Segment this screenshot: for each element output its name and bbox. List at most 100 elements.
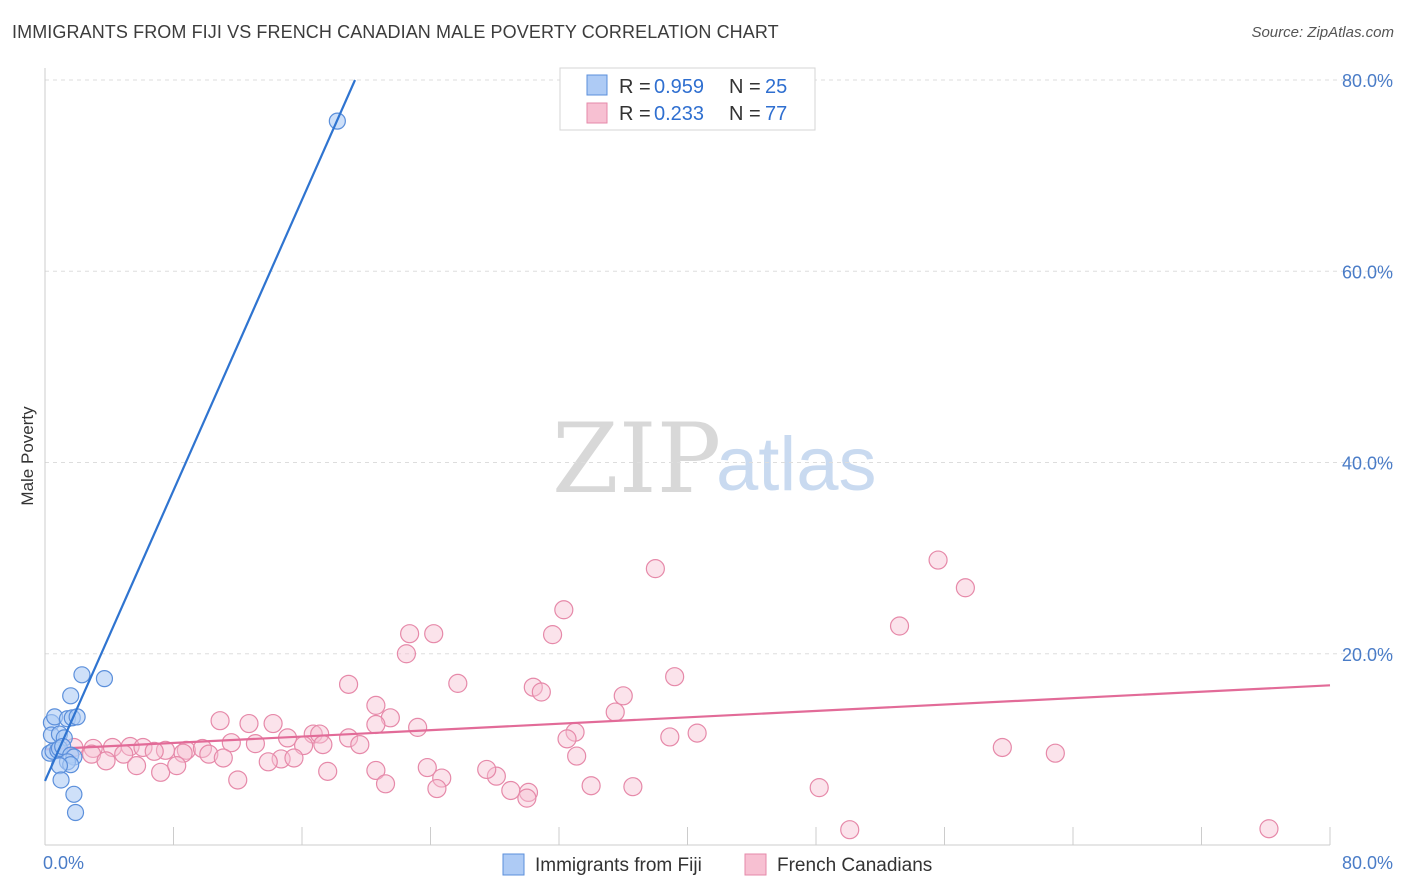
point-immigrants-from-fiji (73, 666, 91, 684)
axes (44, 68, 1331, 846)
point-immigrants-from-fiji (52, 771, 70, 789)
point-french-canadians (645, 559, 665, 579)
point-french-canadians (432, 768, 452, 788)
watermark: ZIP atlas (552, 403, 877, 515)
point-french-canadians (613, 686, 633, 706)
point-french-canadians (366, 695, 386, 715)
point-french-canadians (338, 674, 359, 694)
point-french-canadians (427, 778, 447, 799)
point-french-canadians (955, 578, 975, 598)
point-french-canadians (350, 734, 370, 755)
x-tick-label-max: 80.0% (1342, 853, 1393, 873)
trendline-french-canadians (44, 684, 1331, 751)
point-french-canadians (375, 774, 396, 794)
point-french-canadians (581, 776, 601, 796)
legend-r-label-fiji: R = (619, 76, 651, 98)
x-tick-labels: 0.0% 80.0% (43, 853, 1393, 873)
legend-r-value-fiji: 0.959 (654, 76, 704, 98)
point-immigrants-from-fiji (66, 803, 85, 822)
point-french-canadians (660, 727, 680, 747)
trendline-immigrants-from-fiji (43, 79, 357, 782)
bottom-legend-swatch-french-canadians (744, 853, 767, 876)
chart-title: IMMIGRANTS FROM FIJI VS FRENCH CANADIAN … (12, 22, 779, 42)
point-french-canadians (199, 744, 219, 764)
point-french-canadians (557, 729, 577, 749)
watermark-atlas: atlas (716, 422, 877, 507)
series-french-canadians (44, 550, 1331, 840)
legend-r-value-french-canadians: 0.233 (654, 103, 704, 125)
point-french-canadians (313, 734, 333, 755)
point-french-canadians (318, 761, 338, 781)
series-immigrants-from-fiji (41, 79, 357, 822)
point-french-canadians (554, 600, 574, 620)
point-french-canadians (408, 717, 428, 737)
legend-n-value-fiji: 25 (765, 76, 787, 98)
point-french-canadians (501, 780, 521, 801)
point-french-canadians (605, 702, 625, 722)
point-french-canadians (239, 713, 259, 734)
point-french-canadians (531, 682, 551, 702)
point-french-canadians (133, 737, 153, 758)
point-french-canadians (258, 752, 278, 772)
point-immigrants-from-fiji (95, 670, 114, 688)
grid (45, 79, 1393, 655)
point-french-canadians (1045, 743, 1065, 763)
point-french-canadians (928, 550, 948, 570)
point-french-canadians (245, 734, 266, 754)
watermark-zip: ZIP (552, 403, 721, 515)
bottom-legend-swatch-fiji (502, 853, 525, 876)
point-french-canadians (665, 667, 685, 687)
legend-n-value-french-canadians: 77 (765, 103, 787, 125)
legend-r-label-french-canadians: R = (619, 103, 651, 125)
point-french-canadians (213, 748, 233, 768)
point-french-canadians (144, 741, 164, 761)
point-french-canadians (228, 770, 248, 790)
point-french-canadians (263, 713, 283, 734)
legend-swatch-french-canadians (586, 102, 608, 124)
y-tick-label-20: 20.0% (1342, 645, 1393, 665)
bottom-legend-label-french-canadians: French Canadians (777, 855, 932, 876)
point-french-canadians (448, 673, 468, 693)
point-french-canadians (424, 624, 444, 644)
point-french-canadians (126, 756, 147, 776)
point-french-canadians (992, 737, 1012, 758)
point-french-canadians (567, 746, 587, 766)
point-french-canadians (366, 760, 386, 781)
point-french-canadians (417, 757, 437, 778)
point-french-canadians (1259, 819, 1279, 839)
legend-n-label-french-canadians: N = (729, 103, 761, 125)
y-axis-label: Male Poverty (18, 406, 37, 506)
point-french-canadians (167, 756, 187, 776)
chart-source: Source: ZipAtlas.com (1251, 24, 1394, 41)
point-french-canadians (477, 759, 497, 780)
x-tick-label-min: 0.0% (43, 853, 84, 873)
y-tick-label-80: 80.0% (1342, 71, 1393, 91)
point-french-canadians (396, 644, 417, 664)
point-french-canadians (400, 624, 420, 644)
point-immigrants-from-fiji (65, 785, 83, 803)
point-french-canadians (486, 766, 506, 786)
point-french-canadians (889, 616, 910, 636)
point-french-canadians (173, 743, 193, 763)
point-french-canadians (542, 625, 563, 645)
bottom-legend: Immigrants from Fiji French Canadians (502, 853, 932, 876)
point-french-canadians (284, 748, 304, 768)
point-immigrants-from-fiji (62, 687, 80, 705)
y-tick-label-40: 40.0% (1342, 454, 1393, 474)
point-french-canadians (221, 733, 241, 753)
point-french-canadians (517, 788, 537, 808)
point-french-canadians (151, 762, 171, 782)
point-french-canadians (687, 723, 707, 743)
legend-swatch-fiji (586, 74, 608, 96)
point-french-canadians (366, 714, 386, 735)
point-french-canadians (623, 777, 643, 797)
point-french-canadians (310, 724, 330, 744)
point-french-canadians (96, 751, 116, 771)
point-french-canadians (210, 711, 230, 731)
point-french-canadians (809, 778, 829, 798)
bottom-legend-label-fiji: Immigrants from Fiji (535, 855, 702, 876)
point-french-canadians (840, 820, 860, 840)
legend-n-label-fiji: N = (729, 76, 761, 98)
y-tick-labels: 20.0% 40.0% 60.0% 80.0% (1342, 71, 1393, 665)
